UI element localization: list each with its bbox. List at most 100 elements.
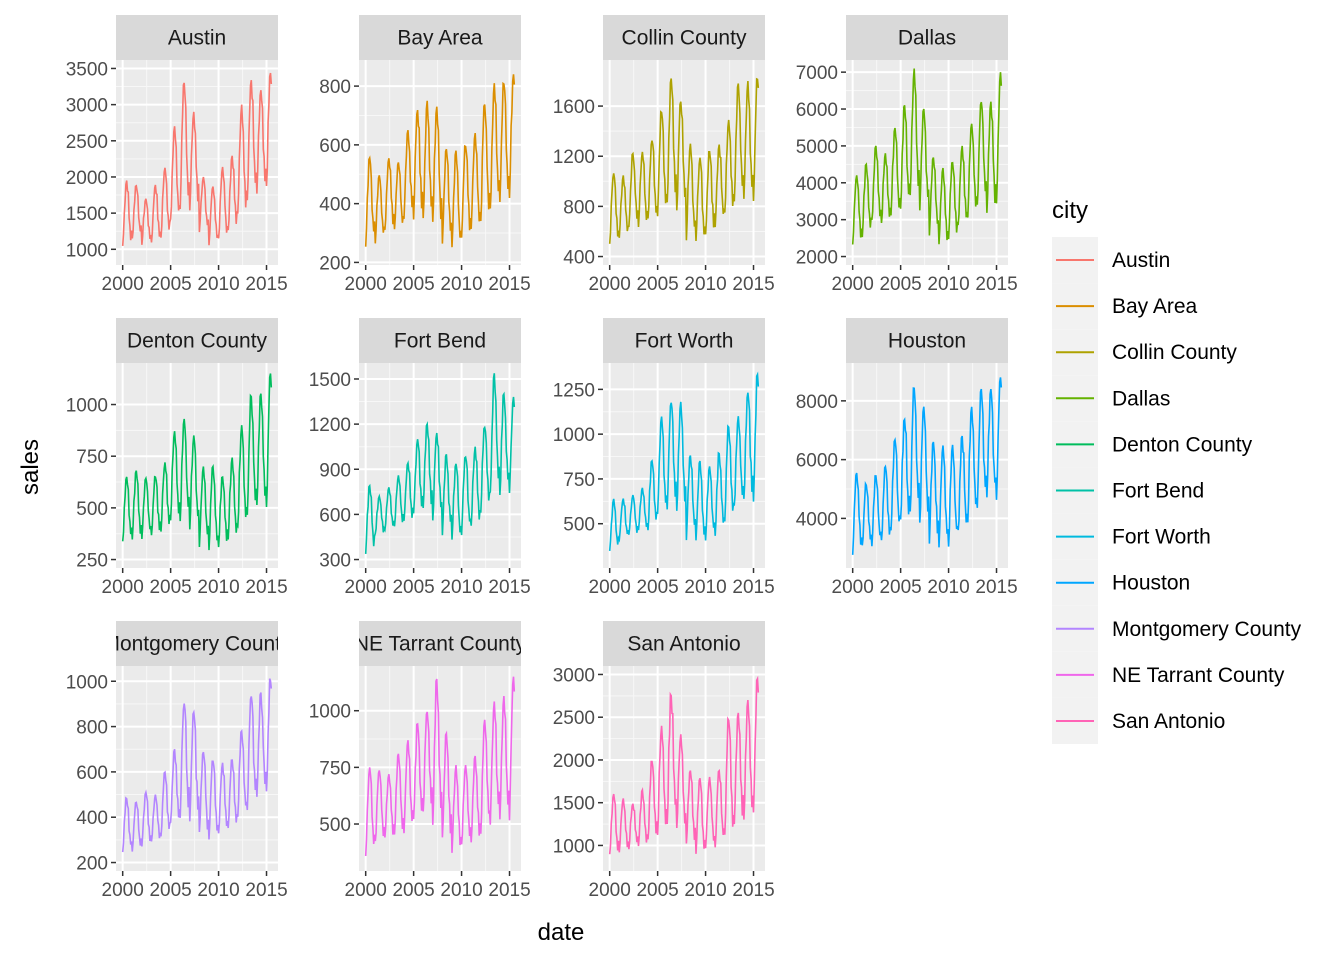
y-tick-label: 1600 — [553, 97, 595, 118]
series-line — [121, 678, 273, 853]
legend-item: San Antonio — [1052, 698, 1225, 744]
y-tick-label: 2000 — [553, 751, 595, 772]
y-tick-label: 800 — [76, 718, 108, 739]
x-tick-label: 2005 — [392, 274, 434, 295]
y-tick-label: 400 — [563, 248, 595, 269]
x-tick-label: 2000 — [345, 577, 387, 598]
x-tick-label: 2000 — [589, 577, 631, 598]
y-tick-label: 6000 — [796, 100, 838, 121]
x-tick-label: 2010 — [440, 274, 482, 295]
y-tick-label: 1250 — [553, 380, 595, 401]
legend-label: Houston — [1112, 572, 1190, 595]
series-line — [121, 72, 273, 246]
legend-item: NE Tarrant County — [1052, 651, 1285, 698]
x-tick-label: 2015 — [488, 880, 530, 901]
facet-strip — [846, 15, 1008, 60]
y-tick-label: 750 — [76, 447, 108, 468]
x-tick-label: 2000 — [589, 274, 631, 295]
y-tick-label: 7000 — [796, 63, 838, 84]
facet-strip-label: Collin County — [622, 27, 747, 50]
facet-panel: Houston 4000 6000 8000 2000 2005 2010 2015 — [796, 318, 1018, 598]
x-tick-label: 2010 — [440, 880, 482, 901]
x-tick-label: 2010 — [927, 577, 969, 598]
x-tick-label: 2010 — [927, 274, 969, 295]
y-tick-label: 900 — [319, 460, 351, 481]
legend-item: Montgomery County — [1052, 605, 1302, 652]
y-tick-label: 500 — [319, 815, 351, 836]
series-line — [851, 68, 1003, 245]
y-tick-label: 600 — [319, 136, 351, 157]
y-tick-label: 1500 — [66, 204, 108, 225]
y-tick-label: 3500 — [66, 59, 108, 80]
facet-strip — [116, 318, 278, 363]
y-tick-label: 1000 — [553, 836, 595, 857]
x-tick-label: 2015 — [245, 577, 287, 598]
legend-label: San Antonio — [1112, 710, 1225, 733]
x-tick-label: 2010 — [197, 880, 239, 901]
legend-label: NE Tarrant County — [1112, 664, 1285, 687]
x-tick-label: 2015 — [732, 274, 774, 295]
y-tick-label: 500 — [76, 499, 108, 520]
x-tick-label: 2005 — [636, 577, 678, 598]
x-tick-label: 2000 — [102, 880, 144, 901]
facet-strip — [116, 15, 278, 60]
facet-panel: NE Tarrant County 500 750 1000 2000 2005 2010 2… — [309, 621, 531, 901]
facet-panel: Collin County 400 800 1200 1600 2000 2005 2010 2… — [553, 15, 775, 295]
facet-strip — [116, 621, 278, 666]
series-line — [608, 77, 760, 244]
y-tick-label: 750 — [563, 470, 595, 491]
legend-label: Fort Worth — [1112, 526, 1211, 549]
x-tick-label: 2005 — [149, 274, 191, 295]
x-tick-label: 2005 — [392, 577, 434, 598]
series-line — [608, 371, 760, 551]
legend-item: Fort Worth — [1052, 513, 1211, 560]
x-tick-label: 2010 — [440, 577, 482, 598]
x-tick-label: 2000 — [345, 880, 387, 901]
y-axis-title: sales — [17, 439, 44, 495]
legend-label: Collin County — [1112, 341, 1237, 364]
facet-strip-label: Bay Area — [397, 27, 483, 50]
facet-strip-label: Fort Bend — [394, 330, 486, 353]
panel-background — [116, 60, 278, 265]
legend-label: Dallas — [1112, 387, 1170, 410]
y-tick-label: 2000 — [796, 248, 838, 269]
legend-item: Houston — [1052, 559, 1190, 606]
y-tick-label: 1500 — [309, 370, 351, 391]
y-tick-label: 2500 — [66, 132, 108, 153]
series-line — [364, 74, 516, 248]
legend-label: Fort Bend — [1112, 480, 1204, 503]
legend-item: Austin — [1052, 237, 1170, 283]
y-tick-label: 1200 — [309, 415, 351, 436]
facet-strip — [359, 318, 521, 363]
x-tick-label: 2005 — [636, 880, 678, 901]
y-tick-label: 1000 — [66, 240, 108, 261]
x-tick-label: 2010 — [684, 577, 726, 598]
x-tick-label: 2000 — [832, 577, 874, 598]
x-tick-label: 2005 — [149, 880, 191, 901]
legend-label: Austin — [1112, 249, 1170, 272]
legend-item: Bay Area — [1052, 283, 1198, 330]
y-tick-label: 2000 — [66, 168, 108, 189]
y-tick-label: 600 — [76, 763, 108, 784]
facet-strip — [603, 621, 765, 666]
x-tick-label: 2005 — [879, 577, 921, 598]
legend-item: Dallas — [1052, 375, 1170, 422]
x-axis-title: date — [538, 919, 585, 946]
facet-strip — [603, 318, 765, 363]
x-tick-label: 2005 — [149, 577, 191, 598]
legend-item: Collin County — [1052, 329, 1237, 376]
facet-strip — [603, 15, 765, 60]
facet-panel: Fort Bend 300 600 900 1200 1500 2000 2005 2010 20… — [309, 318, 531, 598]
y-tick-label: 400 — [319, 195, 351, 216]
x-tick-label: 2010 — [197, 577, 239, 598]
y-tick-label: 200 — [76, 854, 108, 875]
x-tick-label: 2015 — [975, 577, 1017, 598]
y-tick-label: 4000 — [796, 509, 838, 530]
x-tick-label: 2005 — [879, 274, 921, 295]
facet-panel: Bay Area 200 400 600 800 2000 2005 2010 2015 — [319, 15, 531, 295]
y-tick-label: 200 — [319, 253, 351, 274]
